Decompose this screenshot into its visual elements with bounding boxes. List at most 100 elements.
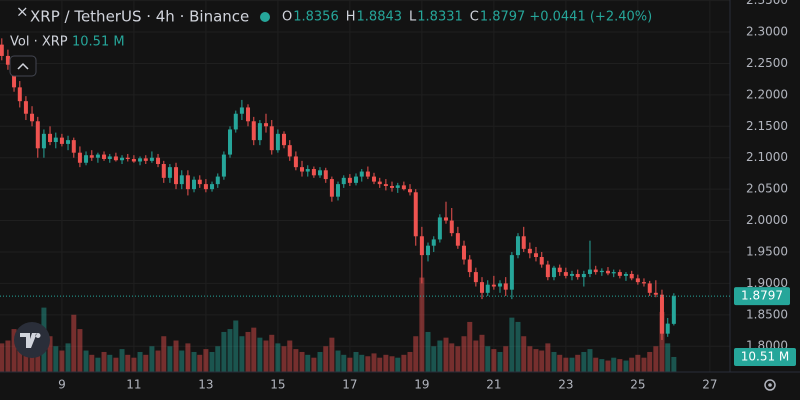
candle-body (497, 283, 502, 287)
candle-body (239, 107, 244, 114)
ohlc-key: H (346, 10, 356, 25)
x-tick-label: 25 (630, 378, 645, 392)
candle-body (389, 186, 394, 188)
volume-bar (527, 346, 533, 372)
candle-body (287, 145, 292, 157)
volume-bar (533, 349, 539, 372)
candle-body (192, 179, 197, 190)
ohlc-value: 1.8356 (293, 10, 339, 25)
last-price-label: 1.8797 (741, 289, 783, 303)
candle-body (269, 126, 274, 151)
volume-bar (449, 343, 455, 372)
volume-bar (329, 337, 335, 372)
volume-bar (83, 350, 89, 372)
volume-bar (569, 357, 575, 372)
volume-bar (101, 351, 107, 372)
volume-bar (77, 329, 83, 372)
candle-body (407, 189, 412, 193)
candle-body (35, 121, 40, 149)
candle-body (581, 273, 586, 278)
volume-bar (155, 350, 161, 372)
candle-body (354, 176, 359, 183)
volume-bar (443, 337, 449, 372)
candle-layer (0, 38, 676, 340)
candle-body (336, 184, 341, 197)
volume-bar (599, 359, 605, 372)
y-tick-label: 1.9500 (746, 244, 788, 258)
candle-body (77, 152, 82, 163)
candle-body (527, 248, 532, 254)
x-tick-label: 9 (58, 378, 66, 392)
ohlc-value: 1.8843 (357, 10, 403, 25)
volume-bar (611, 357, 617, 372)
candle-body (491, 284, 496, 287)
volume-bar (515, 321, 521, 372)
candle-body (371, 176, 376, 182)
volume-bar (413, 336, 419, 372)
ohlc-value: 1.8331 (417, 10, 463, 25)
candle-body (293, 156, 298, 168)
last-volume-label: 10.51 M (741, 349, 790, 363)
volume-bar (431, 346, 437, 372)
settings-icon[interactable] (764, 379, 776, 391)
candle-body (53, 137, 58, 143)
volume-bar (23, 346, 29, 372)
volume-bar (479, 334, 485, 372)
candle-body (575, 273, 580, 278)
volume-bar (131, 357, 137, 372)
volume-bar (485, 346, 491, 372)
volume-bar (239, 336, 245, 372)
candle-body (329, 179, 334, 197)
candle-body (251, 121, 256, 141)
candle-body (617, 272, 622, 276)
volume-legend-value: 10.51 M (72, 35, 125, 50)
candle-body (167, 167, 172, 178)
volume-bar (113, 357, 119, 372)
candle-body (569, 273, 574, 276)
candle-body (48, 133, 53, 143)
candle-body (395, 185, 400, 188)
y-tick-label: 2.3000 (746, 25, 788, 39)
candle-body (377, 181, 382, 185)
volume-bar (323, 346, 329, 372)
x-tick-label: 23 (558, 378, 573, 392)
candle-body (71, 140, 76, 153)
volume-bar (191, 351, 197, 372)
volume-bar (497, 351, 503, 372)
candle-body (221, 154, 226, 177)
volume-bar (317, 351, 323, 372)
volume-bar (125, 354, 131, 372)
candle-body (605, 270, 610, 274)
volume-bar (0, 343, 5, 372)
volume-bar (215, 346, 221, 372)
volume-bar (359, 354, 365, 372)
candle-body (41, 133, 46, 149)
candle-body (647, 283, 652, 293)
candle-body (437, 217, 442, 240)
candle-body (30, 113, 35, 122)
volume-bar (419, 277, 425, 372)
collapse-button[interactable] (9, 55, 37, 77)
volume-bar (185, 343, 191, 372)
candle-body (587, 269, 592, 274)
volume-bar (311, 357, 317, 372)
volume-bar (197, 354, 203, 372)
volume-bar (581, 351, 587, 372)
candle-body (611, 272, 616, 274)
volume-bar (203, 349, 209, 372)
volume-bar (89, 354, 95, 372)
candle-body (419, 236, 424, 256)
candle-body (533, 253, 538, 258)
volume-bar (47, 336, 53, 372)
candle-body (125, 157, 130, 159)
candle-body (365, 171, 370, 177)
candle-body (539, 257, 544, 265)
candle-body (149, 157, 154, 161)
volume-bar (209, 351, 215, 372)
candle-body (311, 169, 316, 176)
x-tick-label: 11 (126, 378, 141, 392)
candle-body (509, 255, 514, 290)
volume-bar (161, 336, 167, 372)
x-tick-label: 15 (270, 378, 285, 392)
candle-body (629, 273, 634, 279)
